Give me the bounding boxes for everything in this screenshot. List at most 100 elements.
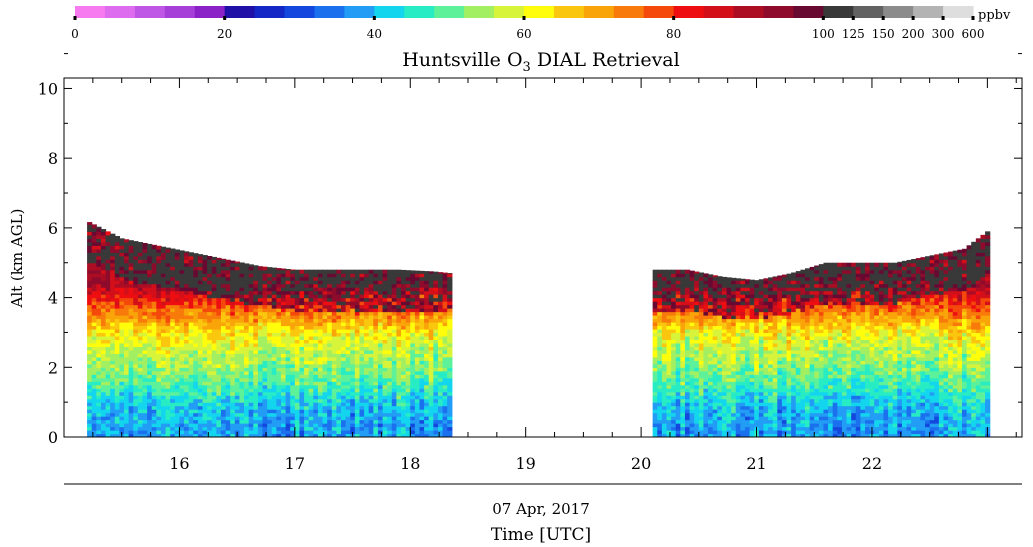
heatmap-cell bbox=[359, 273, 365, 278]
heatmap-cell bbox=[414, 416, 421, 421]
heatmap-cell bbox=[661, 409, 668, 414]
heatmap-cell bbox=[160, 398, 167, 403]
heatmap-cell bbox=[105, 255, 111, 260]
heatmap-cell bbox=[220, 328, 227, 334]
heatmap-cell bbox=[405, 423, 411, 428]
heatmap-cell bbox=[364, 426, 370, 431]
heatmap-cell bbox=[419, 423, 425, 428]
heatmap-cell bbox=[387, 321, 393, 327]
heatmap-cell bbox=[128, 318, 134, 323]
heatmap-cell bbox=[322, 388, 328, 393]
heatmap-cell bbox=[91, 252, 97, 257]
heatmap-cell bbox=[661, 395, 668, 400]
heatmap-cell bbox=[317, 276, 324, 281]
heatmap-cell bbox=[414, 433, 421, 437]
heatmap-cell bbox=[285, 395, 291, 400]
heatmap-cell bbox=[387, 283, 393, 288]
heatmap-cell bbox=[308, 328, 314, 334]
heatmap-cell bbox=[151, 244, 157, 246]
heatmap-cell bbox=[419, 377, 425, 382]
heatmap-cell bbox=[336, 276, 342, 281]
heatmap-cell bbox=[731, 419, 737, 424]
heatmap-cell bbox=[331, 416, 337, 421]
heatmap-cell bbox=[410, 416, 416, 421]
heatmap-cell bbox=[119, 419, 125, 424]
heatmap-cell bbox=[207, 294, 213, 299]
heatmap-cell bbox=[680, 377, 686, 382]
heatmap-cell bbox=[675, 367, 681, 372]
heatmap-cell bbox=[137, 339, 144, 344]
heatmap-cell bbox=[721, 276, 728, 281]
heatmap-cell bbox=[253, 283, 259, 288]
heatmap-cell bbox=[147, 388, 153, 393]
heatmap-cell bbox=[336, 377, 342, 382]
heatmap-cell bbox=[110, 248, 116, 253]
heatmap-cell bbox=[110, 395, 116, 400]
heatmap-cell bbox=[147, 405, 153, 410]
heatmap-cell bbox=[280, 433, 287, 437]
heatmap-cell bbox=[100, 280, 107, 285]
colorbar-tick-mark bbox=[851, 16, 855, 20]
heatmap-cell bbox=[424, 353, 430, 358]
heatmap-cell bbox=[248, 318, 254, 323]
heatmap-cell bbox=[424, 391, 430, 396]
heatmap-cell bbox=[387, 402, 393, 407]
heatmap-cell bbox=[271, 332, 277, 337]
heatmap-cell bbox=[313, 294, 319, 299]
heatmap-cell bbox=[345, 290, 351, 295]
heatmap-cell bbox=[354, 384, 361, 389]
heatmap-cell bbox=[684, 311, 691, 316]
heatmap-cell bbox=[188, 287, 194, 292]
heatmap-cell bbox=[341, 297, 347, 302]
heatmap-cell bbox=[377, 304, 384, 309]
heatmap-cell bbox=[377, 412, 384, 417]
heatmap-cell bbox=[661, 398, 668, 403]
heatmap-cell bbox=[726, 297, 732, 302]
heatmap-cell bbox=[156, 384, 162, 389]
heatmap-cell bbox=[170, 262, 176, 267]
heatmap-cell bbox=[114, 294, 121, 299]
heatmap-cell bbox=[87, 248, 93, 253]
heatmap-cell bbox=[174, 370, 181, 375]
heatmap-cell bbox=[290, 339, 296, 344]
heatmap-cell bbox=[410, 339, 416, 344]
heatmap-cell bbox=[239, 363, 245, 368]
heatmap-cell bbox=[114, 290, 121, 295]
heatmap-cell bbox=[382, 356, 388, 361]
heatmap-cell bbox=[165, 311, 171, 316]
heatmap-cell bbox=[202, 377, 208, 382]
heatmap-cell bbox=[96, 430, 102, 435]
heatmap-cell bbox=[179, 273, 185, 278]
heatmap-cell bbox=[96, 346, 102, 351]
heatmap-cell bbox=[726, 325, 732, 330]
heatmap-cell bbox=[110, 280, 116, 285]
heatmap-cell bbox=[345, 287, 351, 292]
heatmap-cell bbox=[437, 384, 444, 389]
heatmap-cell bbox=[299, 367, 305, 372]
heatmap-cell bbox=[290, 297, 296, 302]
heatmap-cell bbox=[280, 384, 287, 389]
heatmap-cell bbox=[322, 294, 328, 299]
heatmap-cell bbox=[290, 416, 296, 421]
heatmap-cell bbox=[304, 311, 310, 316]
heatmap-cell bbox=[317, 346, 324, 351]
heatmap-cell bbox=[193, 335, 199, 341]
heatmap-cell bbox=[661, 287, 668, 292]
heatmap-cell bbox=[244, 409, 250, 414]
heatmap-cell bbox=[410, 367, 416, 372]
heatmap-cell bbox=[387, 287, 393, 292]
heatmap-cell bbox=[414, 412, 421, 417]
heatmap-cell bbox=[322, 332, 328, 337]
heatmap-cell bbox=[160, 367, 167, 372]
heatmap-cell bbox=[299, 398, 305, 403]
heatmap-cell bbox=[253, 360, 259, 365]
heatmap-cell bbox=[368, 360, 374, 365]
heatmap-cell bbox=[160, 374, 167, 379]
heatmap-cell bbox=[285, 363, 291, 368]
heatmap-cell bbox=[675, 294, 681, 299]
heatmap-cell bbox=[317, 423, 324, 428]
heatmap-cell bbox=[414, 398, 421, 403]
heatmap-cell bbox=[405, 430, 411, 435]
heatmap-cell bbox=[313, 384, 319, 389]
heatmap-cell bbox=[414, 395, 421, 400]
